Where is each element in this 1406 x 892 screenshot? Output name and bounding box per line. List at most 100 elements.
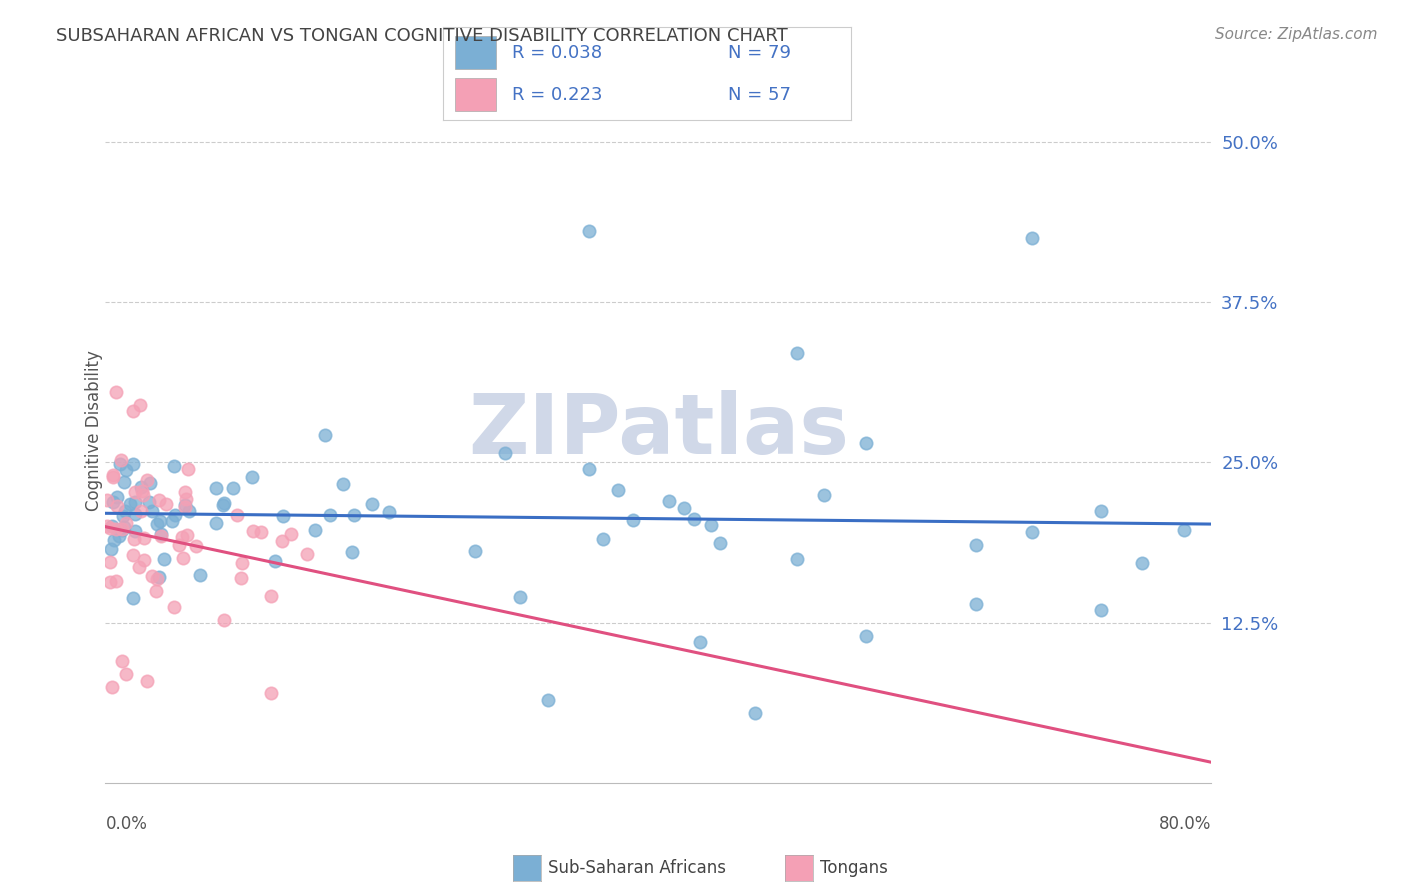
Point [100, 521, 122, 535]
Point [96, 518, 118, 533]
Point [231, 557, 253, 571]
Point [229, 571, 252, 585]
Point [105, 499, 128, 513]
Point [138, 475, 160, 490]
Point [149, 514, 172, 528]
Point [1090, 603, 1112, 617]
Text: 0.0%: 0.0% [105, 815, 148, 833]
Point [271, 509, 294, 524]
Point [578, 224, 600, 238]
Point [172, 551, 194, 566]
Point [155, 498, 177, 512]
Point [222, 481, 245, 495]
Point [115, 667, 138, 681]
Point [101, 680, 124, 694]
Point [464, 544, 486, 558]
Point [160, 514, 183, 528]
Point [108, 457, 131, 471]
Point [673, 501, 696, 516]
Point [621, 513, 644, 527]
Point [112, 509, 135, 524]
Text: N = 57: N = 57 [728, 86, 792, 103]
Point [136, 473, 159, 487]
Point [314, 427, 336, 442]
Point [1173, 523, 1195, 537]
Point [122, 591, 145, 605]
Point [124, 507, 146, 521]
Point [786, 551, 808, 566]
Point [855, 436, 877, 450]
Point [340, 545, 363, 559]
Point [111, 524, 134, 538]
Point [112, 520, 135, 534]
Text: Tongans: Tongans [820, 859, 887, 877]
Point [101, 470, 124, 484]
Point [378, 505, 401, 519]
Text: ZIPatlas: ZIPatlas [468, 390, 849, 471]
Point [709, 536, 731, 550]
Point [177, 462, 200, 476]
Point [124, 495, 146, 509]
Point [813, 488, 835, 502]
Point [169, 538, 191, 552]
Text: R = 0.038: R = 0.038 [512, 44, 602, 62]
FancyBboxPatch shape [456, 78, 496, 111]
Point [101, 519, 124, 533]
Point [179, 503, 201, 517]
Point [607, 483, 630, 497]
Point [204, 481, 226, 495]
Point [135, 673, 157, 688]
Point [1021, 231, 1043, 245]
Point [129, 398, 152, 412]
Point [132, 488, 155, 502]
Point [110, 453, 132, 467]
Point [1130, 557, 1153, 571]
Text: 80.0%: 80.0% [1159, 815, 1212, 833]
Point [494, 446, 516, 460]
Point [297, 548, 319, 562]
Point [122, 404, 145, 418]
Text: Source: ZipAtlas.com: Source: ZipAtlas.com [1215, 27, 1378, 42]
Point [212, 499, 235, 513]
Point [111, 654, 134, 668]
Point [124, 524, 146, 538]
FancyBboxPatch shape [456, 36, 496, 69]
Point [592, 533, 614, 547]
Point [163, 508, 186, 522]
Point [578, 461, 600, 475]
Point [242, 524, 264, 539]
Point [332, 477, 354, 491]
Point [129, 480, 152, 494]
Point [260, 686, 283, 700]
Point [124, 532, 146, 546]
Point [212, 496, 235, 510]
Point [174, 491, 197, 506]
Point [965, 539, 987, 553]
Point [121, 548, 143, 562]
Point [146, 573, 169, 587]
Point [186, 539, 208, 553]
Point [141, 504, 163, 518]
Point [188, 568, 211, 582]
Point [107, 529, 129, 543]
Point [128, 559, 150, 574]
Point [744, 706, 766, 720]
Point [122, 458, 145, 472]
Point [146, 517, 169, 532]
Point [689, 635, 711, 649]
Point [319, 508, 342, 522]
Point [242, 470, 264, 484]
Point [965, 597, 987, 611]
Point [105, 574, 128, 588]
Point [270, 534, 292, 549]
Point [537, 693, 560, 707]
Point [131, 504, 153, 518]
Point [111, 522, 134, 536]
Point [101, 495, 124, 509]
Point [98, 575, 121, 590]
Point [148, 493, 170, 508]
Point [138, 495, 160, 509]
Point [149, 527, 172, 541]
Point [120, 497, 142, 511]
Point [1021, 524, 1043, 539]
